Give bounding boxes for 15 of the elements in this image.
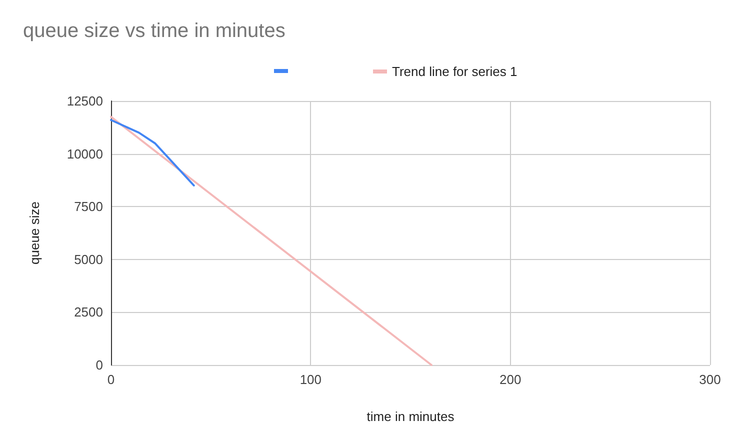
line-series [110, 119, 195, 186]
x-axis-title: time in minutes [366, 409, 455, 424]
y-axis-title: queue size [27, 202, 42, 264]
y-tick-label: 5000 [74, 252, 103, 267]
y-tick-label: 10000 [66, 146, 103, 162]
y-tick-label: 0 [96, 358, 103, 372]
y-tick-label: 7500 [74, 199, 103, 214]
legend-label: Trend line for series 1 [392, 64, 518, 79]
chart-title: queue size vs time in minutes [23, 20, 286, 42]
y-tick-label: 12500 [66, 94, 103, 108]
x-tick-label: 0 [107, 372, 115, 387]
x-tick-label: 300 [699, 372, 721, 387]
x-tick-label: 100 [300, 372, 322, 387]
x-tick-label: 200 [499, 372, 522, 387]
y-tick-label: 2500 [74, 304, 103, 320]
